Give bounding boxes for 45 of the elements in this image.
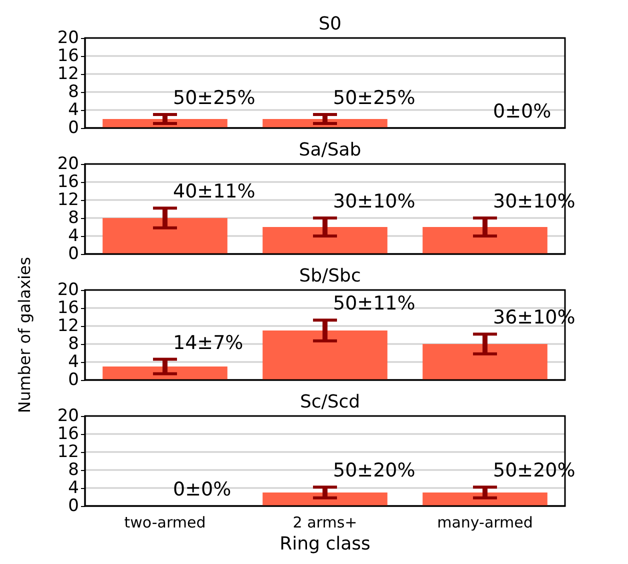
y-tick-label: 4 — [68, 478, 79, 498]
y-axis-title: Number of galaxies — [14, 256, 35, 416]
y-tick-label: 20 — [57, 28, 79, 48]
y-tick-label: 12 — [57, 190, 79, 210]
annotation: 50±20% — [333, 460, 416, 482]
y-tick-label: 8 — [68, 208, 79, 228]
x-axis-title: Ring class — [280, 534, 370, 554]
y-tick-label: 0 — [68, 496, 79, 516]
y-tick-label: 20 — [57, 154, 79, 174]
x-tick-label: two-armed — [124, 514, 206, 532]
y-tick-label: 20 — [57, 280, 79, 300]
y-tick-label: 0 — [68, 370, 79, 390]
y-tick-label: 16 — [57, 424, 79, 444]
annotation: 14±7% — [173, 332, 244, 354]
y-tick-label: 4 — [68, 226, 79, 246]
bar — [422, 344, 548, 380]
y-tick-label: 16 — [57, 172, 79, 192]
chart-title: S0 — [318, 14, 342, 34]
y-tick-label: 4 — [68, 100, 79, 120]
annotation: 40±11% — [173, 180, 256, 203]
bar — [102, 366, 228, 380]
annotation: 0±0% — [493, 100, 552, 122]
y-tick-label: 8 — [68, 334, 79, 354]
bar — [262, 330, 388, 380]
y-tick-label: 12 — [57, 64, 79, 84]
annotation: 50±11% — [333, 292, 416, 315]
annotation: 0±0% — [173, 478, 232, 500]
y-tick-label: 12 — [57, 442, 79, 462]
y-tick-label: 4 — [68, 352, 79, 372]
y-tick-label: 8 — [68, 460, 79, 480]
y-tick-label: 16 — [57, 46, 79, 66]
x-tick-label: many-armed — [437, 514, 533, 532]
y-tick-label: 20 — [57, 406, 79, 426]
y-tick-label: 16 — [57, 298, 79, 318]
x-tick-label: 2 arms+ — [292, 514, 358, 532]
y-tick-label: 8 — [68, 82, 79, 102]
y-tick-label: 0 — [68, 118, 79, 138]
y-tick-label: 0 — [68, 244, 79, 264]
annotation: 50±25% — [173, 87, 256, 109]
y-tick-label: 12 — [57, 316, 79, 336]
annotation: 30±10% — [333, 190, 416, 212]
annotation: 50±25% — [333, 87, 416, 109]
chart-title: Sa/Sab — [298, 140, 362, 160]
chart-title: Sb/Sbc — [299, 266, 361, 286]
chart-title: Sc/Scd — [300, 392, 360, 412]
